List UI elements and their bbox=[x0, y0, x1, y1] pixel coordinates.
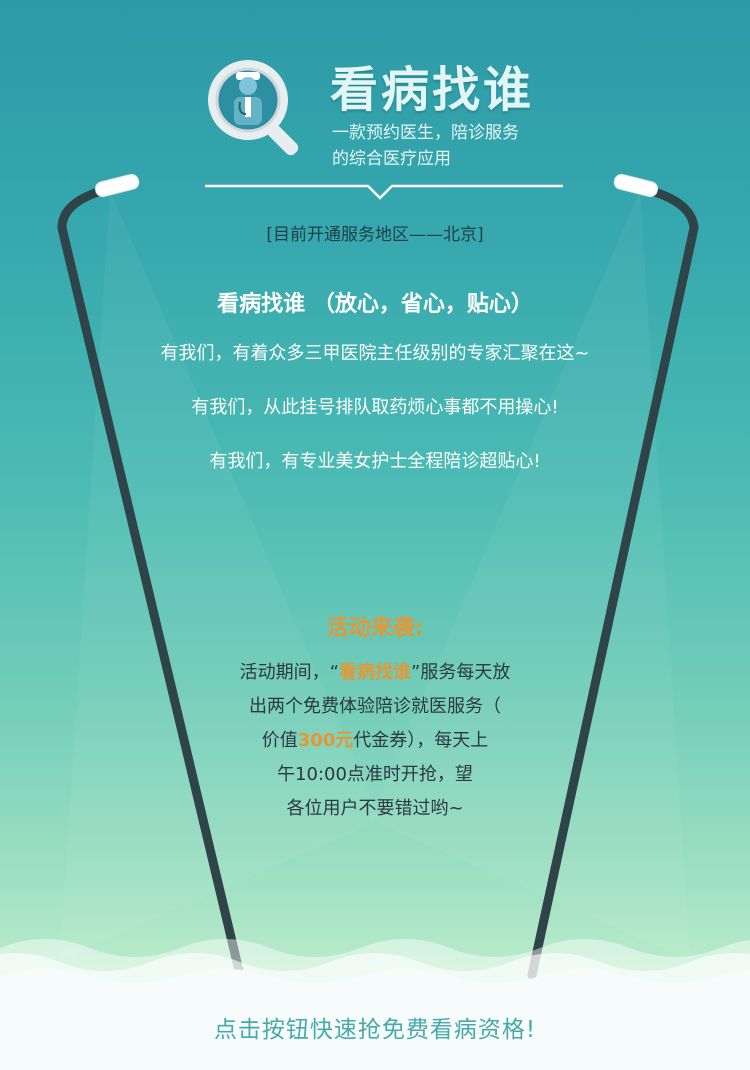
app-tagline: 一款预约医生，陪诊服务 的综合医疗应用 bbox=[332, 120, 519, 172]
promo-text: ”服务每天放 bbox=[411, 662, 511, 683]
intro-line: 有我们，从此挂号排队取药烦心事都不用操心! bbox=[191, 397, 559, 418]
magnifier-doctor-icon bbox=[208, 60, 299, 156]
promo-highlight-value: 300元 bbox=[297, 730, 354, 751]
service-region: [目前开通服务地区——北京] bbox=[266, 225, 484, 245]
promo-line-2: 出两个免费体验陪诊就医服务（ bbox=[249, 696, 501, 717]
promo-body: 活动期间，“看病找谁”服务每天放 出两个免费体验陪诊就医服务（ 价值300元代金… bbox=[0, 656, 750, 826]
promo-line-1: 活动期间，“看病找谁”服务每天放 bbox=[0, 656, 750, 690]
intro-line: 有我们，有着众多三甲医院主任级别的专家汇聚在这~ bbox=[160, 343, 590, 364]
left-light-beam bbox=[60, 190, 380, 960]
promo-highlight-app-name: 看病找谁 bbox=[339, 662, 411, 683]
promo-text: 活动期间，“ bbox=[239, 662, 339, 683]
app-title: 看病找谁 bbox=[330, 62, 535, 118]
promo-title: 活动来袭: bbox=[326, 616, 424, 641]
promo-text: 价值 bbox=[261, 730, 298, 751]
intro-line: 有我们，有专业美女护士全程陪诊超贴心! bbox=[209, 451, 541, 472]
right-lamp-head bbox=[613, 173, 659, 198]
promo-line-5: 各位用户不要错过哟~ bbox=[286, 798, 464, 819]
header-divider bbox=[205, 184, 563, 200]
claim-free-visit-button[interactable]: 点击按钮快速抢免费看病资格! bbox=[213, 1017, 537, 1043]
promo-line-4: 午10:00点准时开抢，望 bbox=[277, 764, 473, 785]
promo-text: 代金券），每天上 bbox=[353, 730, 489, 751]
tagline-line-1: 一款预约医生，陪诊服务 bbox=[332, 123, 519, 143]
left-lamp-head bbox=[94, 173, 140, 198]
wave-front bbox=[0, 969, 750, 1070]
promo-line-3: 价值300元代金券），每天上 bbox=[0, 724, 750, 758]
intro-section: 看病找谁 （放心，省心，贴心） 有我们，有着众多三甲医院主任级别的专家汇聚在这~… bbox=[0, 286, 750, 504]
tagline-line-2: 的综合医疗应用 bbox=[332, 149, 451, 169]
right-light-beam bbox=[370, 190, 690, 960]
intro-heading: 看病找谁 （放心，省心，贴心） bbox=[217, 292, 533, 317]
